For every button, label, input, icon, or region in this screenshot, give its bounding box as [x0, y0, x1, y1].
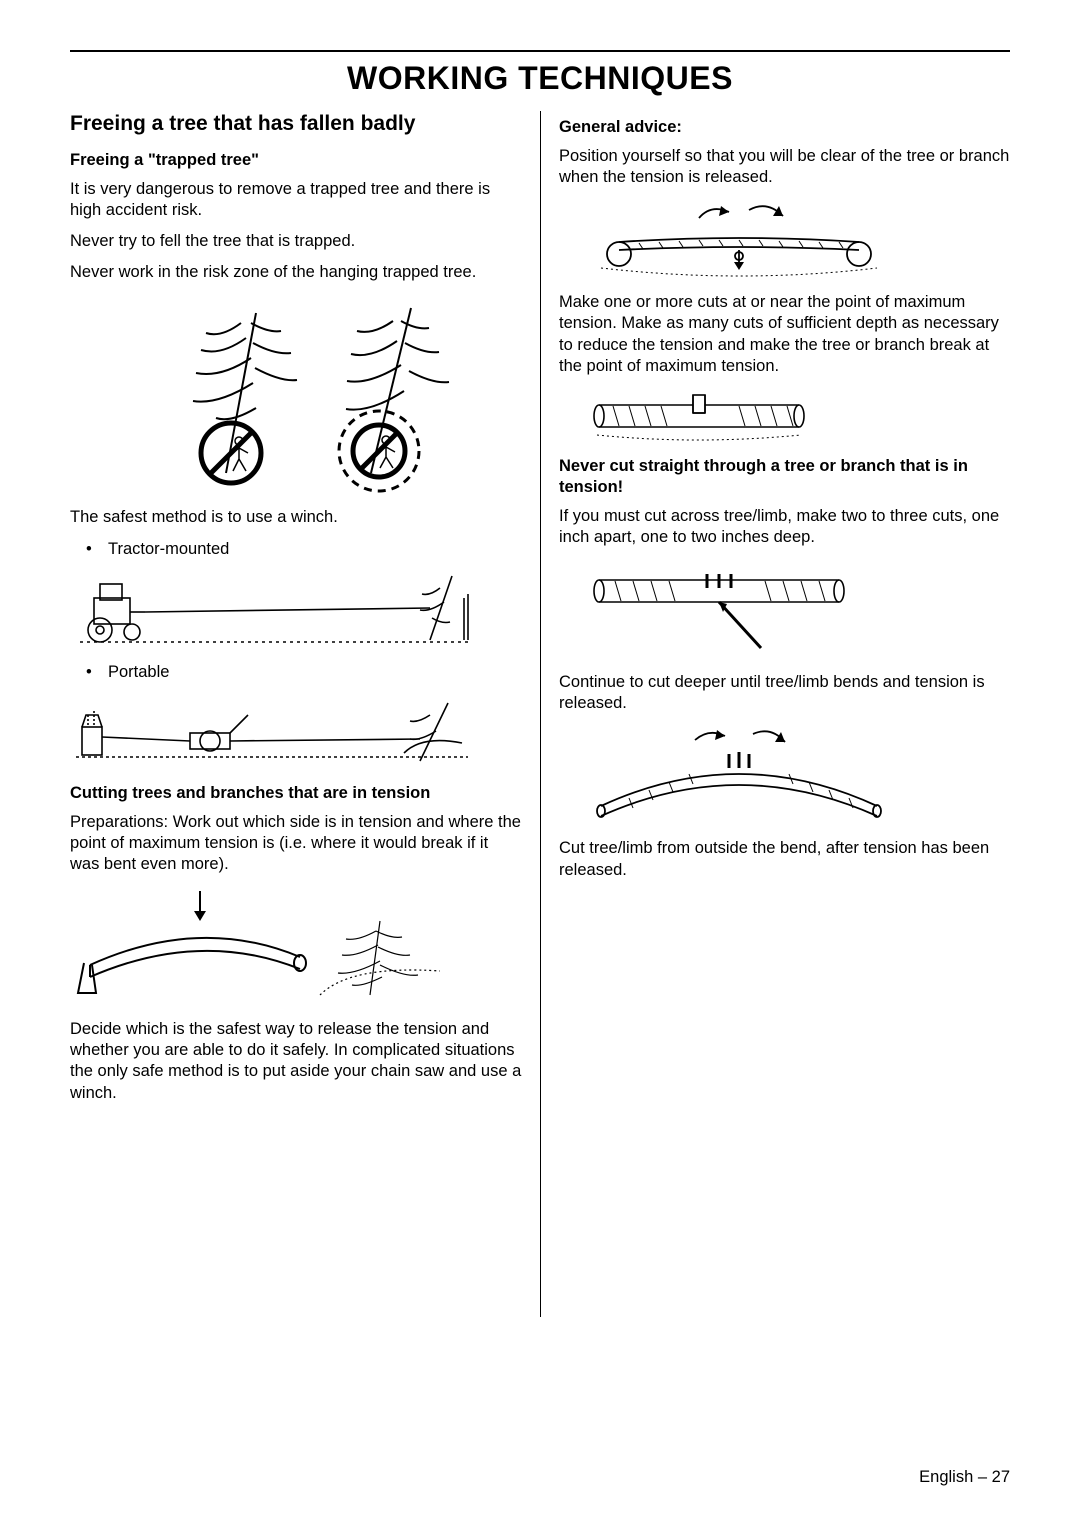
- left-s2-p2: Decide which is the safest way to releas…: [70, 1019, 522, 1103]
- left-s1-p4: The safest method is to use a winch.: [70, 507, 522, 528]
- figure-clear-position: [589, 198, 1010, 278]
- left-h2: Freeing a tree that has fallen badly: [70, 111, 522, 138]
- top-rule: [70, 50, 1010, 52]
- bullet-tractor: • Tractor-mounted: [86, 539, 522, 560]
- page-title: WORKING TECHNIQUES: [70, 60, 1010, 97]
- bullet-portable-label: Portable: [108, 662, 169, 683]
- figure-top-cuts: [589, 558, 1010, 658]
- figure-multi-cuts: [589, 387, 1010, 442]
- left-s1-p2: Never try to fell the tree that is trapp…: [70, 231, 522, 252]
- left-s1-p3: Never work in the risk zone of the hangi…: [70, 262, 522, 283]
- figure-portable-winch: [70, 691, 522, 769]
- footer-lang: English: [919, 1468, 973, 1486]
- figure-trapped-trees: [70, 293, 522, 493]
- left-s2-h3: Cutting trees and branches that are in t…: [70, 783, 522, 804]
- left-column: Freeing a tree that has fallen badly Fre…: [70, 111, 540, 1317]
- right-p2: Make one or more cuts at or near the poi…: [559, 292, 1010, 376]
- page-footer: English – 27: [919, 1468, 1010, 1487]
- right-p5: Cut tree/limb from outside the bend, aft…: [559, 838, 1010, 880]
- right-p3: If you must cut across tree/limb, make t…: [559, 506, 1010, 548]
- left-s1-h3: Freeing a "trapped tree": [70, 150, 522, 171]
- footer-sep: –: [978, 1468, 987, 1486]
- right-p1: Position yourself so that you will be cl…: [559, 146, 1010, 188]
- figure-tractor-winch: [70, 568, 522, 648]
- columns: Freeing a tree that has fallen badly Fre…: [70, 111, 1010, 1317]
- left-s1-p1: It is very dangerous to remove a trapped…: [70, 179, 522, 221]
- bullet-dot-icon: •: [86, 539, 108, 560]
- bullet-dot-icon: •: [86, 662, 108, 683]
- right-column: General advice: Position yourself so tha…: [540, 111, 1010, 1317]
- bullet-tractor-label: Tractor-mounted: [108, 539, 229, 560]
- left-s2-p1: Preparations: Work out which side is in …: [70, 812, 522, 875]
- right-s1-h3: General advice:: [559, 117, 1010, 138]
- figure-tension-prep: [70, 885, 522, 1005]
- footer-num: 27: [992, 1468, 1010, 1486]
- right-warn: Never cut straight through a tree or bra…: [559, 456, 1010, 498]
- figure-bend-release: [589, 724, 1010, 824]
- bullet-portable: • Portable: [86, 662, 522, 683]
- right-p4: Continue to cut deeper until tree/limb b…: [559, 672, 1010, 714]
